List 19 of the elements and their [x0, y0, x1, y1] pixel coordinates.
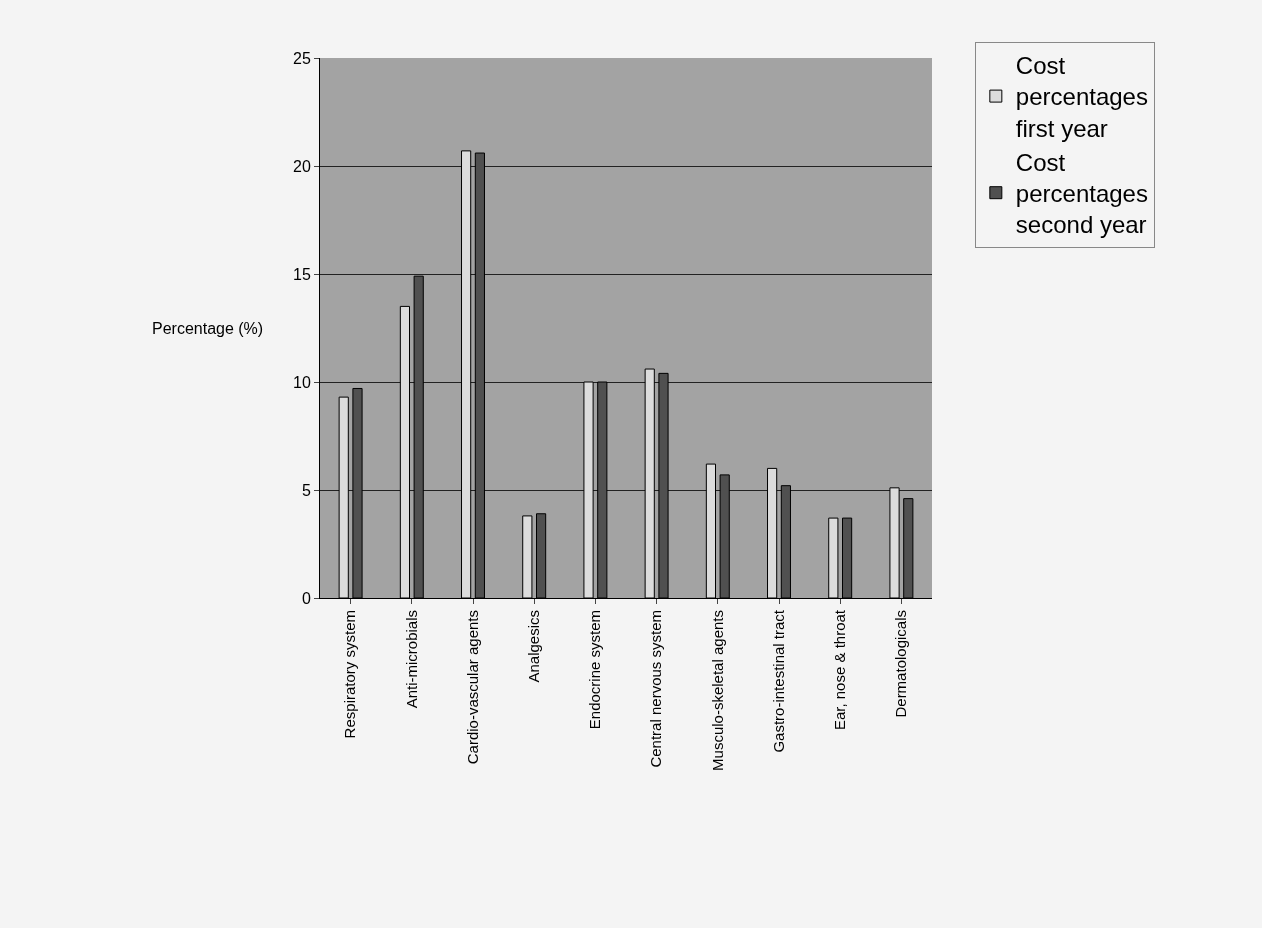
y-tick-label: 20: [293, 157, 311, 175]
x-tick-label: Analgesics: [525, 610, 543, 683]
x-tick-label: Ear, nose & throat: [831, 609, 849, 731]
x-tick-label: Gastro-intestinal tract: [769, 609, 787, 753]
legend-label: Cost percentages second year: [1015, 148, 1148, 239]
y-tick-label: 15: [293, 265, 311, 283]
legend-label: Cost percentages first year: [1015, 52, 1148, 142]
x-tick-label: Anti-microbials: [402, 610, 420, 709]
x-tick-label: Musculo-skeletal agents: [708, 610, 726, 771]
y-tick-label: 5: [301, 481, 311, 499]
x-tick-label: Endocrine system: [586, 610, 604, 730]
y-axis-title: Percentage (%): [152, 320, 264, 337]
y-tick-label: 0: [301, 589, 311, 607]
y-tick-label: 25: [293, 49, 311, 67]
x-tick-label: Respiratory system: [341, 610, 359, 739]
x-tick-label: Dermatologicals: [892, 610, 910, 718]
x-tick-label: Cardio-vascular agents: [463, 610, 481, 765]
x-tick-label: Central nervous system: [647, 610, 665, 768]
y-tick-label: 10: [293, 373, 311, 391]
